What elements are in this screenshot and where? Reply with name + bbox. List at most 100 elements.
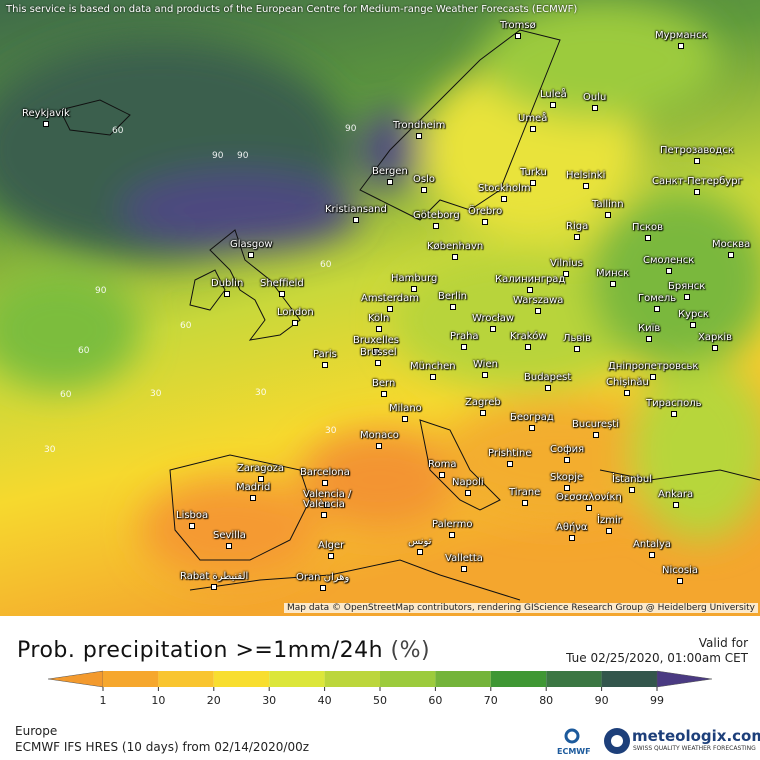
city-label: Umeå bbox=[518, 113, 548, 132]
city-label: Stockholm bbox=[478, 183, 531, 202]
model: ECMWF IFS HRES (10 days) from 02/14/2020… bbox=[15, 740, 310, 754]
ecmwf-text: ECMWF bbox=[557, 747, 591, 756]
city-label: Мурманск bbox=[655, 30, 708, 49]
city-label: Kristiansand bbox=[325, 204, 387, 223]
legend-title: Prob. precipitation >=1mm/24h (%) bbox=[17, 638, 430, 663]
city-label: Харків bbox=[698, 332, 733, 351]
contour-label: 60 bbox=[112, 126, 124, 136]
colorbar-tick-label: 99 bbox=[650, 694, 664, 707]
contour-label: 30 bbox=[44, 445, 56, 455]
city-label: Bergen bbox=[372, 166, 408, 185]
city-label: Berlin bbox=[438, 291, 468, 310]
notice: This service is based on data and produc… bbox=[6, 4, 578, 15]
city-label: Αθήνα bbox=[556, 522, 588, 541]
brand: meteologix.com bbox=[632, 727, 760, 745]
ecmwf-logo: ECMWF bbox=[557, 728, 591, 756]
colorbar-segment bbox=[380, 671, 436, 687]
colorbar-segment bbox=[103, 671, 159, 687]
city-label: València bbox=[303, 499, 345, 518]
city-label: Курск bbox=[678, 309, 709, 328]
city-label: London bbox=[277, 307, 314, 326]
city-label: Москва bbox=[712, 239, 751, 258]
city-label: Riga bbox=[566, 221, 589, 240]
city-label: Минск bbox=[596, 268, 630, 287]
city-label: Bruxelles bbox=[353, 335, 399, 354]
valid-label: Valid for bbox=[698, 636, 748, 650]
city-label: Zagreb bbox=[465, 397, 501, 416]
city-label: Monaco bbox=[360, 430, 399, 449]
city-label: Budapest bbox=[524, 372, 572, 391]
contour-label: 90 bbox=[345, 124, 357, 134]
city-label: Tallinn bbox=[592, 199, 624, 218]
city-label: Milano bbox=[389, 403, 422, 422]
region: Europe bbox=[15, 724, 58, 738]
city-label: Prishtine bbox=[488, 448, 532, 467]
city-label: Sheffield bbox=[260, 278, 304, 297]
colorbar-segment bbox=[601, 671, 657, 687]
city-label: Калининград bbox=[495, 274, 566, 293]
city-label: Köln bbox=[368, 313, 390, 332]
city-label: Tirane bbox=[509, 487, 541, 506]
contour-label: 60 bbox=[60, 390, 72, 400]
city-label: Kraków bbox=[510, 331, 547, 350]
city-label: Bern bbox=[372, 378, 396, 397]
city-label: Wien bbox=[473, 359, 498, 378]
meteologix-icon bbox=[604, 728, 630, 754]
city-label: Örebro bbox=[468, 206, 503, 225]
city-label: București bbox=[572, 419, 619, 438]
city-label: İstanbul bbox=[612, 474, 653, 493]
colorbar-tick-label: 80 bbox=[539, 694, 553, 707]
city-label: Tromsø bbox=[500, 20, 536, 39]
colorbar-tick-label: 70 bbox=[484, 694, 498, 707]
city-label: Hamburg bbox=[391, 273, 438, 292]
contour-label: 60 bbox=[180, 321, 192, 331]
colorbar-segment bbox=[158, 671, 214, 687]
attribution: Map data © OpenStreetMap contributors, r… bbox=[284, 603, 758, 613]
city-label: Alger bbox=[318, 540, 345, 559]
colorbar-segment bbox=[546, 671, 602, 687]
city-label: Київ bbox=[638, 323, 661, 342]
city-label: Тирасполь bbox=[646, 398, 702, 417]
city-label: София bbox=[550, 444, 585, 463]
city-label: Roma bbox=[428, 459, 457, 478]
colorbar-segment bbox=[324, 671, 380, 687]
city-label: Львів bbox=[563, 333, 591, 352]
city-label: Chișinău bbox=[606, 377, 649, 396]
tagline: SWISS QUALITY WEATHER FORECASTING bbox=[633, 745, 756, 752]
city-label: Palermo bbox=[432, 519, 473, 538]
colorbar: 1 10 20 30 40 50 60 70 80 90 99 bbox=[47, 670, 713, 707]
valid-time: Tue 02/25/2020, 01:00am CET bbox=[566, 651, 748, 665]
city-label: Петрозаводск bbox=[660, 145, 734, 164]
colorbar-tick-label: 60 bbox=[428, 694, 442, 707]
city-label: Псков bbox=[632, 222, 664, 241]
city-label: Смоленск bbox=[643, 255, 695, 274]
colorbar-tick-label: 1 bbox=[100, 694, 107, 707]
city-label: Trondheim bbox=[393, 120, 446, 139]
colorbar-arrow-high bbox=[656, 670, 713, 688]
city-label: Брянск bbox=[668, 281, 706, 300]
city-label: Valencia / bbox=[303, 489, 352, 508]
city-label: Valletta bbox=[445, 553, 483, 572]
city-label: Antalya bbox=[633, 539, 672, 558]
city-label: Санкт-Петербург bbox=[652, 176, 743, 195]
city-label: Rabat القنيطرة bbox=[180, 571, 249, 590]
map: This service is based on data and produc… bbox=[0, 0, 760, 616]
colorbar-tick-label: 10 bbox=[151, 694, 165, 707]
colorbar-tick-label: 40 bbox=[318, 694, 332, 707]
city-label: Skopje bbox=[550, 472, 584, 491]
colorbar-tick-label: 30 bbox=[262, 694, 276, 707]
city-label: Amsterdam bbox=[361, 293, 420, 312]
city-label: Гомель bbox=[638, 293, 677, 312]
city-label: Nicosia bbox=[662, 565, 698, 584]
city-label: Sevilla bbox=[213, 530, 246, 549]
city-label: Helsinki bbox=[566, 170, 606, 189]
city-label: İzmir bbox=[597, 515, 622, 534]
city-label: Warszawa bbox=[513, 295, 564, 314]
city-label: Dublin bbox=[211, 278, 244, 297]
city-label: Lisboa bbox=[176, 510, 209, 529]
unit: (%) bbox=[390, 638, 431, 663]
city-label: München bbox=[410, 361, 456, 380]
city-label: Glasgow bbox=[230, 239, 273, 258]
city-label: Brussel bbox=[360, 347, 397, 366]
